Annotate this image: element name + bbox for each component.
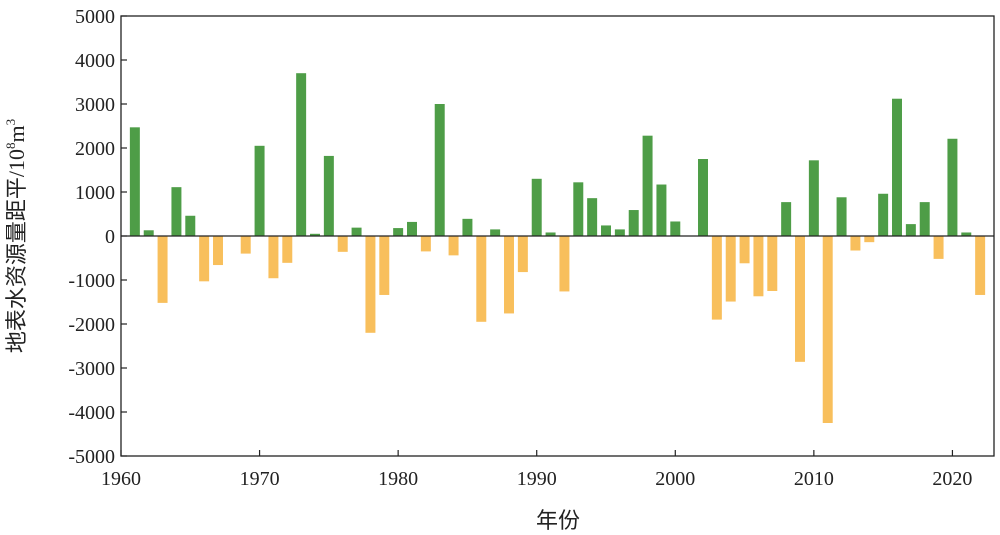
bar-1991	[545, 232, 556, 236]
bar-2007	[767, 236, 778, 291]
bar-1993	[573, 182, 584, 236]
x-tick-label: 1960	[101, 468, 141, 490]
bar-1970	[254, 145, 265, 236]
bar-1985	[462, 218, 473, 236]
bar-2014	[864, 236, 875, 243]
y-tick-label: 2000	[75, 138, 115, 160]
x-tick-label: 1970	[240, 468, 280, 490]
bar-2012	[836, 197, 847, 236]
bar-2004	[725, 236, 736, 302]
bar-1989	[517, 236, 528, 273]
bar-2000	[670, 221, 681, 236]
bar-1980	[393, 228, 404, 236]
x-tick-label: 2020	[932, 468, 972, 490]
bar-1965	[185, 215, 196, 236]
bar-1967	[213, 236, 223, 266]
bar-1978	[365, 236, 376, 333]
bar-1984	[448, 236, 459, 256]
bar-2022	[975, 236, 986, 295]
bar-2017	[905, 224, 916, 236]
y-tick-label: -4000	[68, 402, 115, 424]
bar-2018	[919, 202, 930, 236]
y-axis-title-unit-exp: 3	[3, 119, 18, 126]
y-tick-label: -5000	[68, 446, 115, 468]
bar-1983	[434, 104, 445, 236]
bar-2009	[795, 236, 805, 362]
y-tick-label: 1000	[75, 182, 115, 204]
bar-2006	[753, 236, 764, 297]
bar-1987	[490, 229, 501, 236]
y-tick-label: -2000	[68, 314, 115, 336]
x-tick-label: 2000	[655, 468, 695, 490]
bar-1982	[420, 236, 431, 252]
bar-1962	[143, 230, 154, 236]
bar-1966	[199, 236, 210, 282]
bar-2002	[698, 159, 708, 236]
bar-2011	[822, 236, 833, 423]
bar-1988	[504, 236, 514, 314]
bar-1969	[240, 236, 251, 254]
y-tick-label: 3000	[75, 94, 115, 116]
bar-2019	[933, 236, 944, 259]
x-tick-label: 1990	[517, 468, 557, 490]
y-axis-title-main: 地表水资源量距平/10	[4, 149, 29, 353]
y-tick-label: -3000	[68, 358, 115, 380]
bar-2003	[711, 236, 722, 320]
x-axis-title: 年份	[536, 508, 580, 533]
bar-1974	[310, 233, 320, 236]
bar-2005	[739, 236, 750, 264]
bar-1999	[656, 184, 667, 236]
bar-2015	[878, 193, 889, 236]
bar-1981	[407, 221, 417, 236]
bar-1992	[559, 236, 570, 292]
bar-1975	[323, 155, 334, 236]
bar-1973	[296, 73, 307, 236]
bar-1994	[587, 198, 598, 236]
y-tick-label: -1000	[68, 270, 115, 292]
bar-2013	[850, 236, 861, 251]
bar-1997	[628, 210, 639, 236]
y-axis-title-exp: 8	[3, 143, 18, 150]
y-axis-title-unit: m	[4, 125, 29, 142]
bar-1971	[268, 236, 279, 279]
bar-1986	[476, 236, 487, 322]
bar-2020	[947, 138, 958, 236]
bar-1972	[282, 236, 293, 263]
bar-1990	[531, 178, 542, 236]
bar-1996	[614, 229, 625, 236]
y-axis-title: 地表水资源量距平/108m3	[3, 119, 29, 353]
bar-2008	[781, 202, 792, 236]
bar-1964	[171, 187, 182, 236]
axes-layer	[120, 15, 995, 457]
y-tick-label: 0	[105, 226, 115, 248]
bar-1976	[337, 236, 348, 252]
labels-layer: -5000 -4000 -3000 -2000 -1000 0 1000 2000 3000 40…	[68, 6, 972, 490]
y-tick-label: 4000	[75, 50, 115, 72]
bar-1995	[601, 225, 611, 236]
bar-1963	[157, 236, 168, 303]
x-tick-label: 2010	[794, 468, 834, 490]
bar-1977	[351, 227, 362, 236]
bar-1979	[379, 236, 390, 295]
bar-1998	[642, 135, 653, 236]
bar-2021	[961, 232, 972, 236]
bar-2010	[808, 160, 819, 236]
x-tick-label: 1980	[378, 468, 418, 490]
bars-layer	[129, 73, 986, 423]
bar-1961	[129, 127, 140, 236]
bar-2016	[892, 98, 902, 236]
y-tick-label: 5000	[75, 6, 115, 28]
